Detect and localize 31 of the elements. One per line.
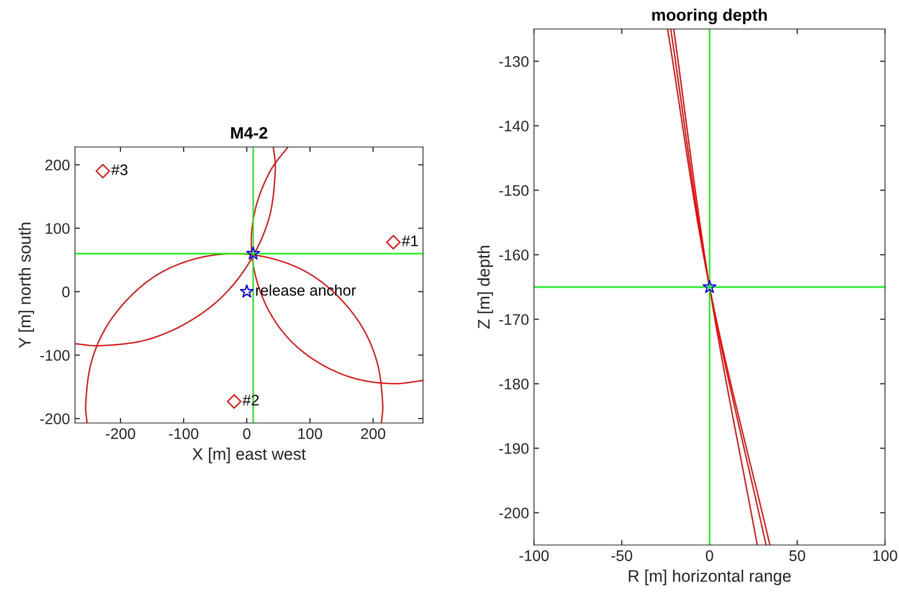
y-tick-label: -180: [499, 378, 529, 390]
y-tick-label: 100: [46, 223, 70, 234]
x-tick-label: 0: [243, 428, 250, 440]
y-axis-title: Y [m] north south: [18, 222, 34, 348]
chart-title: mooring depth: [652, 8, 767, 24]
y-tick-label: -100: [40, 350, 70, 361]
x-axis-title: X [m] east west: [192, 448, 306, 464]
x-tick-label: -50: [611, 550, 632, 562]
y-tick-label: -160: [499, 250, 529, 260]
x-tick-label: 100: [873, 550, 898, 562]
y-tick-label: 0: [62, 286, 70, 298]
x-tick-label: 100: [298, 428, 322, 440]
y-tick-label: -140: [499, 120, 529, 132]
y-tick-label: -190: [499, 443, 529, 454]
chart-title: M4-2: [231, 127, 268, 139]
x-axis-title: R [m] horizontal range: [628, 570, 791, 586]
y-axis-title: Z [m] depth: [477, 246, 494, 329]
y-tick-label: -200: [40, 413, 70, 424]
x-tick-label: -200: [106, 428, 136, 440]
y-tick-label: -170: [499, 314, 529, 325]
annotation: #3: [111, 164, 128, 176]
x-tick-label: 50: [789, 550, 806, 562]
x-tick-label: 0: [706, 550, 714, 562]
x-tick-label: -100: [519, 550, 549, 562]
y-tick-label: -150: [499, 185, 529, 196]
y-tick-label: 200: [45, 160, 70, 170]
y-tick-label: -130: [499, 56, 529, 67]
annotation: #1: [402, 236, 418, 246]
x-tick-label: 200: [361, 428, 386, 440]
y-tick-label: -200: [499, 508, 529, 518]
x-tick-label: -100: [169, 428, 198, 440]
